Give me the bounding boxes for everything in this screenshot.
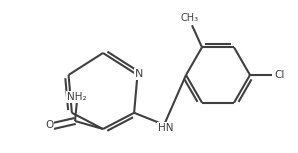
Text: HN: HN xyxy=(158,123,174,133)
Text: O: O xyxy=(45,120,53,130)
Text: CH₃: CH₃ xyxy=(181,13,199,23)
Text: N: N xyxy=(135,69,144,79)
Text: Cl: Cl xyxy=(275,70,285,80)
Text: NH₂: NH₂ xyxy=(67,92,87,102)
